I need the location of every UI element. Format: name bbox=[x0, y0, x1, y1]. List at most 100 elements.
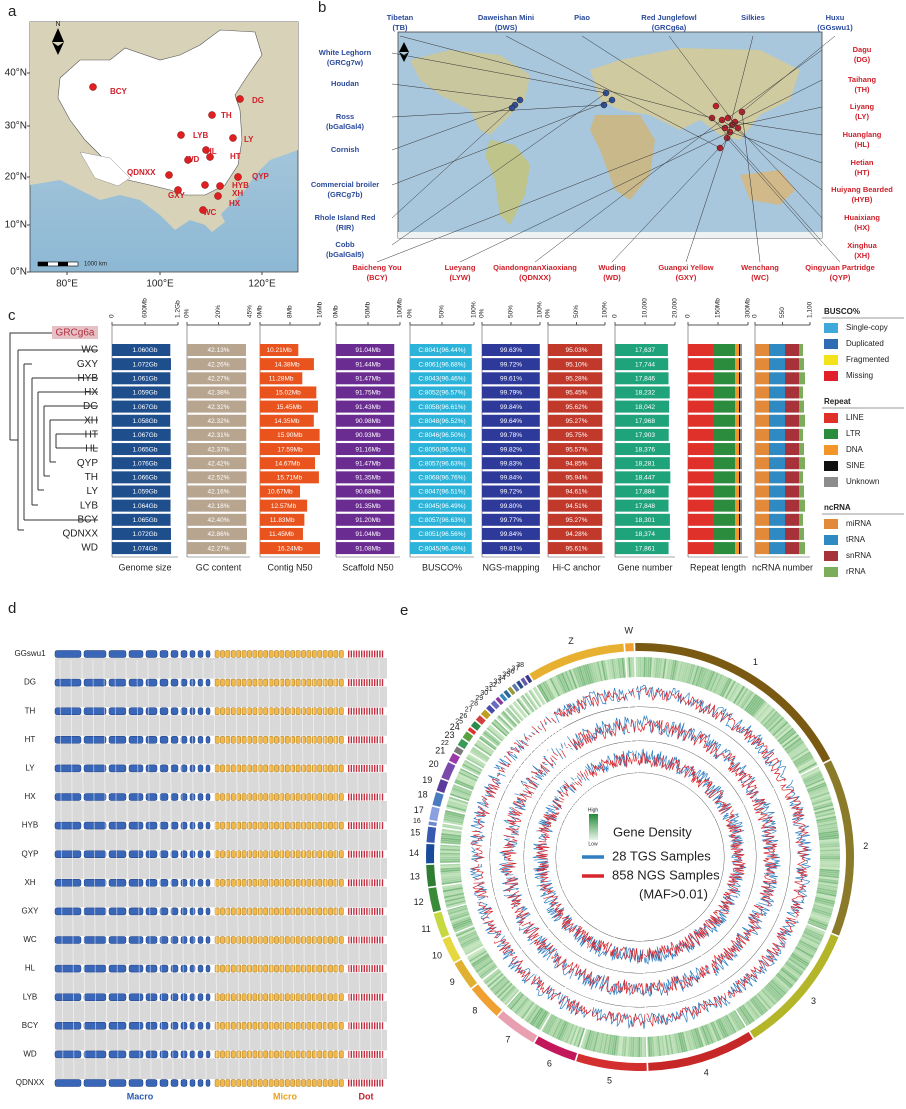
snp-track bbox=[571, 777, 575, 780]
chrom-dot bbox=[356, 1080, 357, 1087]
cell-value: 1.060Gb bbox=[133, 347, 158, 354]
cell-value: 17,846 bbox=[635, 376, 655, 383]
cell-value: 1.067Gb bbox=[133, 432, 158, 439]
chrom-dot bbox=[353, 1022, 354, 1029]
chrom-micro bbox=[215, 994, 219, 1001]
snp-track bbox=[571, 748, 573, 750]
chrom-dot bbox=[364, 1080, 365, 1087]
chrom-dot bbox=[358, 822, 359, 829]
repeat-seg bbox=[688, 514, 713, 526]
cell-value: C:8068(96.76%) bbox=[418, 475, 465, 482]
chrom-dot bbox=[358, 679, 359, 686]
chrom-micro bbox=[253, 965, 257, 972]
chrom-dot bbox=[356, 937, 357, 944]
repeat-seg bbox=[688, 486, 713, 498]
chrom-micro bbox=[285, 765, 289, 772]
chrom-micro bbox=[231, 1051, 235, 1058]
cell-value: 95.28% bbox=[565, 376, 587, 383]
chrom-band bbox=[458, 739, 469, 749]
chrom-dot bbox=[364, 1051, 365, 1058]
track-base bbox=[567, 899, 574, 909]
legend-title: ncRNA bbox=[824, 503, 851, 512]
chrom-macro bbox=[55, 1051, 81, 1058]
genome-label: HYB bbox=[22, 821, 38, 830]
column-tick: 150Mb bbox=[715, 298, 722, 318]
snp-track bbox=[567, 717, 629, 751]
chrom-label: 22 bbox=[441, 740, 449, 747]
chrom-micro bbox=[274, 1080, 278, 1087]
chrom-label: 2 bbox=[863, 841, 868, 851]
chrom-dot bbox=[374, 879, 375, 886]
chrom-band bbox=[426, 865, 436, 887]
chrom-micro bbox=[264, 994, 268, 1001]
chrom-micro bbox=[247, 879, 251, 886]
chrom-micro bbox=[253, 736, 257, 743]
chrom-micro bbox=[274, 736, 278, 743]
chrom-macro bbox=[55, 879, 81, 886]
column-tick: 1,100 bbox=[807, 301, 814, 318]
track-base bbox=[585, 792, 586, 793]
chrom-macro bbox=[181, 851, 187, 858]
track-base bbox=[510, 932, 522, 949]
cell-value: 42.31% bbox=[207, 432, 229, 439]
genome-label: QDNXX bbox=[16, 1078, 45, 1087]
repeat-seg bbox=[735, 500, 739, 512]
chrom-dot bbox=[348, 708, 349, 715]
legend-swatch bbox=[824, 461, 838, 471]
row-name: DG bbox=[83, 401, 98, 412]
chrom-dot bbox=[379, 994, 380, 1001]
track-base bbox=[774, 789, 791, 912]
track-base bbox=[581, 795, 583, 797]
chrom-macro bbox=[84, 822, 106, 829]
ncrna-seg bbox=[769, 514, 785, 526]
repeat-seg bbox=[739, 429, 740, 441]
chrom-macro bbox=[171, 822, 178, 829]
chrom-band bbox=[428, 821, 436, 826]
ncrna-seg bbox=[785, 358, 799, 370]
chrom-dot bbox=[374, 1022, 375, 1029]
group-label: Macro bbox=[127, 1091, 154, 1101]
chrom-dot bbox=[358, 736, 359, 743]
site-label: BCY bbox=[110, 87, 128, 96]
ncrna-seg bbox=[785, 486, 799, 498]
breed-name: Daweishan Mini bbox=[478, 13, 534, 22]
repeat-seg bbox=[739, 443, 740, 455]
chrom-micro bbox=[280, 1051, 284, 1058]
cell-value: 91.20Mb bbox=[355, 517, 381, 524]
cell-value: 91.44Mb bbox=[355, 361, 381, 368]
chrom-dot bbox=[377, 794, 378, 801]
snp-track bbox=[563, 792, 568, 796]
track-base bbox=[490, 863, 492, 878]
legend-label: SINE bbox=[846, 461, 865, 470]
chrom-dot bbox=[371, 965, 372, 972]
chrom-label: W bbox=[624, 626, 633, 636]
chrom-micro bbox=[301, 736, 305, 743]
chrom-macro bbox=[198, 822, 203, 829]
ncrna-seg bbox=[769, 528, 785, 540]
chrom-micro bbox=[323, 879, 327, 886]
chrom-dot bbox=[351, 1080, 352, 1087]
repeat-seg bbox=[740, 344, 742, 356]
chrom-micro bbox=[339, 879, 343, 886]
chrom-dot bbox=[366, 908, 367, 915]
ncrna-seg bbox=[799, 528, 804, 540]
track-base bbox=[524, 840, 525, 849]
chrom-dot bbox=[356, 1022, 357, 1029]
chrom-micro bbox=[215, 1022, 219, 1029]
cell-value: 1.074Gb bbox=[133, 545, 158, 552]
snp-track bbox=[581, 777, 582, 780]
site-label: WD bbox=[186, 155, 200, 164]
chrom-dot bbox=[374, 736, 375, 743]
chrom-dot bbox=[348, 822, 349, 829]
track-base bbox=[501, 915, 509, 931]
ncrna-seg bbox=[769, 486, 785, 498]
chrom-micro bbox=[253, 708, 257, 715]
chrom-macro bbox=[181, 651, 187, 658]
chrom-macro bbox=[55, 794, 81, 801]
chrom-micro bbox=[296, 851, 300, 858]
chrom-micro bbox=[307, 1022, 311, 1029]
chrom-dot bbox=[366, 965, 367, 972]
ncrna-seg bbox=[799, 486, 804, 498]
chrom-dot bbox=[364, 794, 365, 801]
chrom-dot bbox=[366, 1022, 367, 1029]
